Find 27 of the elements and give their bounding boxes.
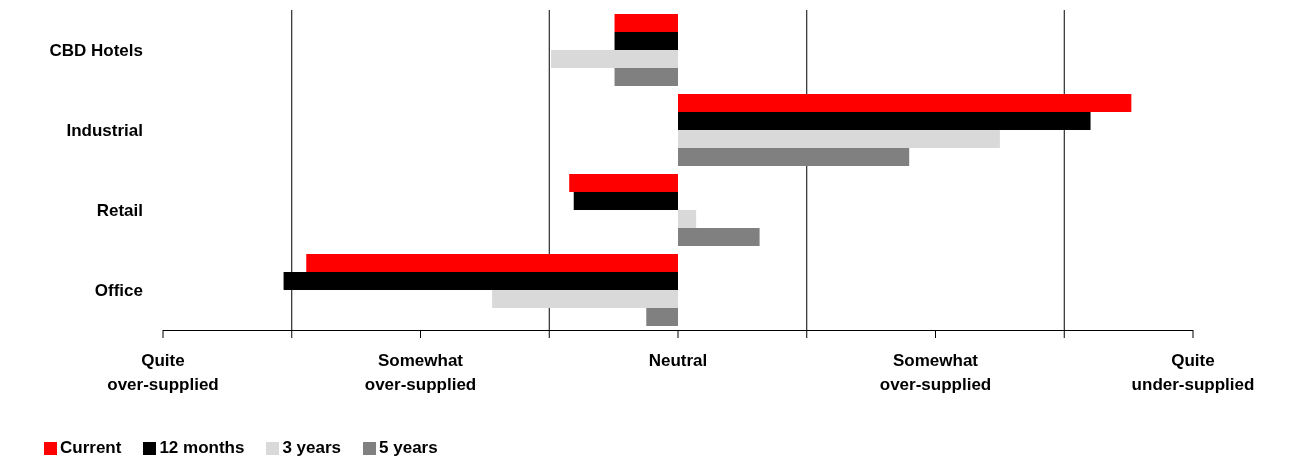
bar [306, 254, 678, 272]
bar [573, 192, 678, 210]
bar [614, 68, 678, 86]
y-tick-label: Industrial [66, 121, 143, 140]
legend-label: Current [59, 438, 122, 458]
bar [569, 174, 678, 192]
text: Neutral [648, 351, 708, 370]
bar [614, 32, 678, 50]
text: Somewhat over-supplied [364, 351, 477, 394]
bar [646, 308, 678, 326]
bar [678, 94, 1132, 112]
bar [614, 14, 678, 32]
bar [678, 148, 910, 166]
legend-label: 3 years [281, 438, 342, 458]
legend-label: 12 months [158, 438, 245, 458]
text: Quite under-supplied [1131, 351, 1255, 394]
bar [678, 228, 760, 246]
y-tick-label: Retail [96, 201, 143, 220]
bar [678, 130, 1000, 148]
bar [551, 50, 678, 68]
legend-label: 5 years [378, 438, 438, 458]
bar [492, 290, 678, 308]
y-tick-label: CBD Hotels [49, 41, 143, 60]
text: Somewhat over-supplied [879, 351, 992, 394]
bar [678, 210, 697, 228]
text: Quite over-supplied [107, 351, 219, 394]
y-tick-label: Office [94, 281, 143, 300]
